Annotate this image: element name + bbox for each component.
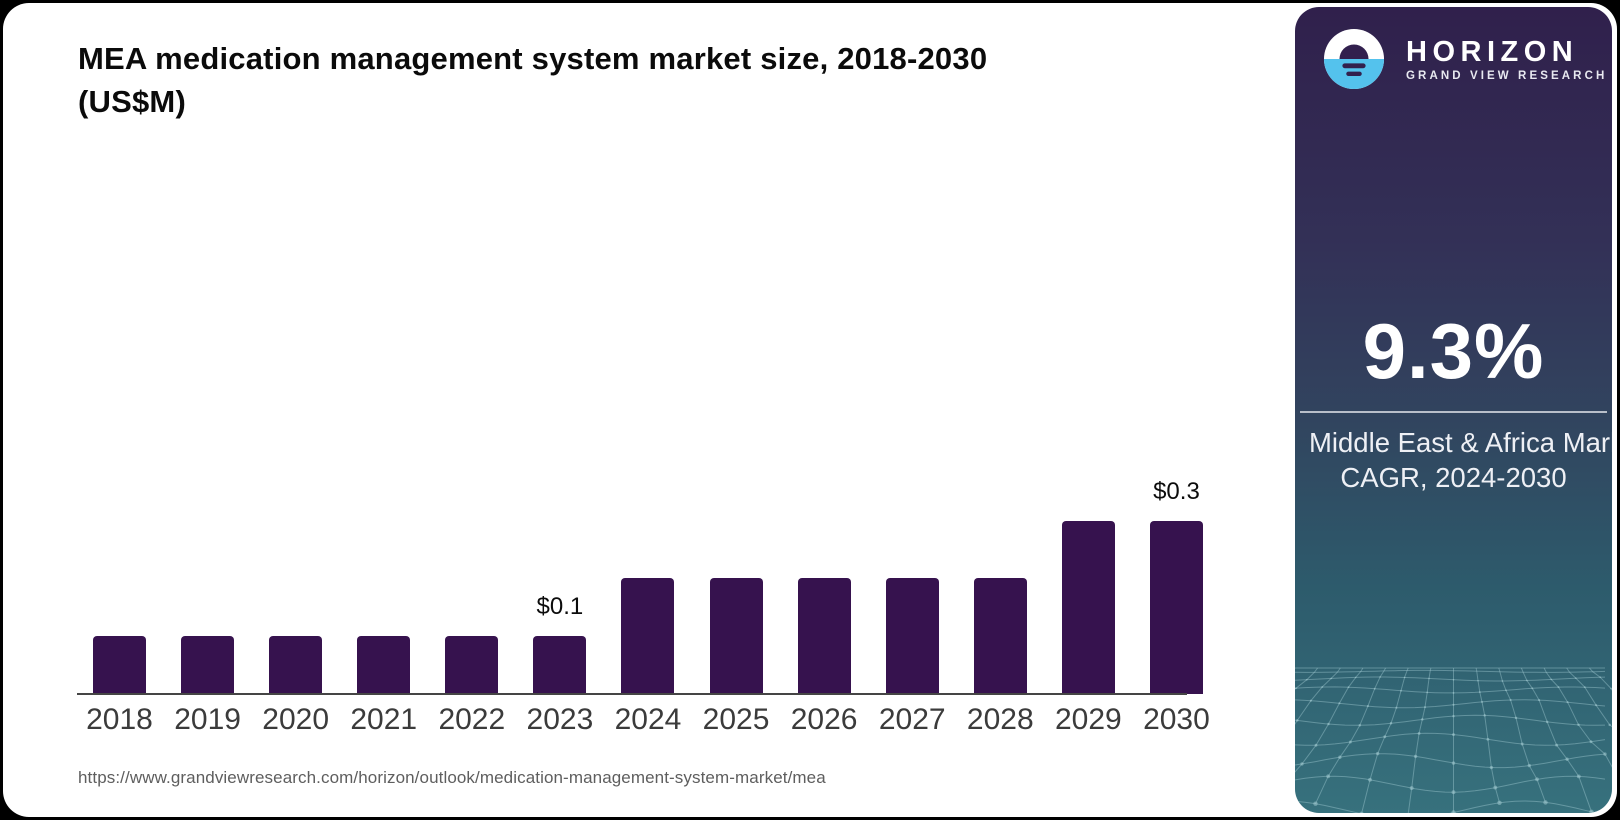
chart-title-line1: MEA medication management system market … — [78, 41, 988, 76]
bar-column-2026 — [797, 578, 851, 694]
bar-value-label-2030: $0.3 — [1153, 478, 1200, 505]
brand-subtitle: GRAND VIEW RESEARCH — [1406, 69, 1608, 82]
bar-2021 — [357, 636, 411, 694]
bar-2027 — [885, 578, 939, 694]
bar-column-2023: $0.1 — [533, 593, 587, 694]
x-axis-line — [77, 693, 1187, 695]
x-tick-2030: 2030 — [1143, 703, 1210, 736]
report-card: MEA medication management system market … — [3, 3, 1617, 817]
bar-column-2028 — [973, 578, 1027, 694]
bar-2025 — [709, 578, 763, 694]
bar-value-label-2023: $0.1 — [536, 593, 584, 620]
bar-column-2022 — [445, 636, 499, 694]
x-tick-2027: 2027 — [878, 703, 946, 736]
stat-label-line1: Middle East & Africa Market — [1309, 427, 1612, 458]
x-tick-2024: 2024 — [614, 703, 682, 736]
bar-column-2019 — [181, 636, 235, 694]
x-tick-2026: 2026 — [790, 703, 858, 736]
cagr-stat: 9.3% Middle East & Africa Market CAGR, 2… — [1295, 312, 1612, 495]
bar-column-2024 — [621, 578, 675, 694]
bar-2024 — [621, 578, 675, 694]
chart-title-line2: (US$M) — [78, 84, 186, 119]
x-tick-2023: 2023 — [526, 703, 594, 736]
bar-2020 — [269, 636, 323, 694]
bar-column-2021 — [357, 636, 411, 694]
bar-2023 — [533, 636, 587, 694]
cagr-value: 9.3% — [1362, 307, 1545, 395]
sidebar: HORIZON GRAND VIEW RESEARCH 9.3% Middle … — [1295, 7, 1612, 813]
x-tick-2022: 2022 — [438, 703, 506, 736]
x-tick-2018: 2018 — [86, 703, 153, 736]
bar-column-2027 — [885, 578, 939, 694]
bar-2028 — [973, 578, 1027, 694]
brand-block: HORIZON GRAND VIEW RESEARCH — [1323, 28, 1607, 90]
stat-divider — [1300, 411, 1607, 413]
bar-column-2025 — [709, 578, 763, 694]
bar-column-2030: $0.3 — [1149, 478, 1203, 694]
bar-2018 — [93, 636, 146, 694]
x-axis-labels: 2018 2019 2020 2021 2022 2023 2024 2025 2026 2027… — [86, 703, 1210, 737]
x-tick-2025: 2025 — [702, 703, 770, 736]
x-tick-2028: 2028 — [966, 703, 1034, 736]
x-tick-2020: 2020 — [262, 703, 330, 736]
stat-label-line2: CAGR, 2024-2030 — [1340, 462, 1567, 493]
brand-text: HORIZON GRAND VIEW RESEARCH — [1406, 37, 1607, 82]
x-tick-2029: 2029 — [1054, 703, 1122, 736]
bar-2026 — [797, 578, 851, 694]
bar-2022 — [445, 636, 499, 694]
x-tick-2019: 2019 — [174, 703, 241, 736]
bar-chart: MEA medication management system market … — [3, 3, 1298, 817]
bar-2019 — [181, 636, 235, 694]
bar-2029 — [1061, 521, 1115, 694]
plot-area: $0.1 $0.3 — [93, 3, 1203, 694]
horizon-logo-icon — [1323, 28, 1385, 90]
source-url-link[interactable]: https://www.grandviewresearch.com/horizo… — [78, 768, 826, 787]
bar-column-2020 — [269, 636, 323, 694]
bar-2030 — [1149, 521, 1203, 694]
brand-name: HORIZON — [1406, 35, 1579, 68]
x-tick-2021: 2021 — [350, 703, 418, 736]
chart-title: MEA medication management system market … — [78, 37, 1228, 123]
mesh-pattern — [1295, 667, 1612, 813]
bar-column-2018 — [93, 636, 146, 694]
bar-column-2029 — [1061, 521, 1115, 694]
